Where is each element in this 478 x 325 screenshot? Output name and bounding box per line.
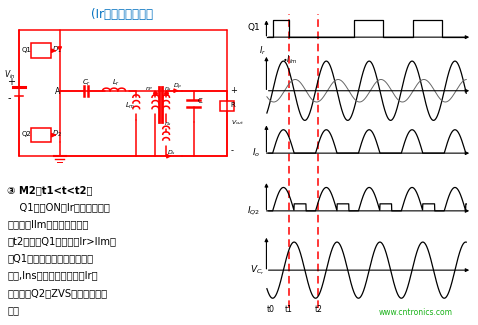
Text: $V_{out}$: $V_{out}$ (230, 118, 244, 127)
Text: 件。: 件。 (7, 305, 19, 315)
Bar (31, 128, 52, 142)
Text: A: A (55, 87, 60, 96)
Text: t2: t2 (315, 305, 323, 314)
Text: 导通,Ins依然有电流，同时Ir的: 导通,Ins依然有电流，同时Ir的 (7, 271, 98, 281)
Bar (220, 101, 234, 111)
Text: Q1已经ON，Ir依然以正弦规: Q1已经ON，Ir依然以正弦规 (7, 202, 110, 212)
Text: t1: t1 (285, 305, 293, 314)
Text: 律增大，Ilm依然线性上升，: 律增大，Ilm依然线性上升， (7, 219, 88, 229)
Text: $I_o$: $I_o$ (252, 147, 260, 159)
Text: -: - (7, 94, 11, 103)
Text: -: - (230, 147, 234, 156)
Text: $\bullet I_{lm}$: $\bullet I_{lm}$ (282, 54, 297, 66)
Text: 在t2时刻，Q1关断，但Ir>Ilm，: 在t2时刻，Q1关断，但Ir>Ilm， (7, 236, 116, 246)
Text: $D_1$: $D_1$ (52, 45, 62, 55)
Bar (31, 43, 52, 58)
Text: $I_r$: $I_r$ (259, 44, 266, 57)
Text: 在Q1关断时，副边二极管依然: 在Q1关断时，副边二极管依然 (7, 254, 93, 264)
Text: (Ir从左向右为正）: (Ir从左向右为正） (91, 8, 153, 21)
Text: ③ M2（t1<t<t2）: ③ M2（t1<t<t2） (7, 185, 93, 195)
Text: +: + (7, 77, 15, 87)
Text: R: R (230, 102, 235, 108)
Text: $D_2$: $D_2$ (52, 129, 62, 139)
Text: $D_s$: $D_s$ (167, 148, 176, 157)
Text: $n_s$: $n_s$ (163, 120, 172, 128)
Text: Q1: Q1 (22, 46, 32, 53)
Text: $I_{Q2}$: $I_{Q2}$ (247, 204, 260, 217)
Text: $V_{in}$: $V_{in}$ (3, 68, 15, 81)
Text: $L_r$: $L_r$ (112, 78, 120, 88)
Text: www.cntronics.com: www.cntronics.com (378, 308, 452, 318)
Text: $n_P$: $n_P$ (144, 85, 153, 93)
Text: $L_m$: $L_m$ (125, 101, 136, 111)
Text: Q2: Q2 (22, 131, 32, 137)
Text: t0: t0 (267, 305, 275, 314)
Text: +: + (230, 86, 238, 95)
Text: $V_{C_r}$: $V_{C_r}$ (250, 263, 264, 277)
Text: C: C (197, 98, 202, 104)
Text: Q1: Q1 (247, 23, 260, 32)
Text: $C_r$: $C_r$ (83, 78, 92, 88)
Text: $D_p$: $D_p$ (173, 82, 183, 92)
Text: 存在，为Q2的ZVS开通创造了条: 存在，为Q2的ZVS开通创造了条 (7, 288, 107, 298)
Text: $n_s$: $n_s$ (163, 85, 172, 93)
